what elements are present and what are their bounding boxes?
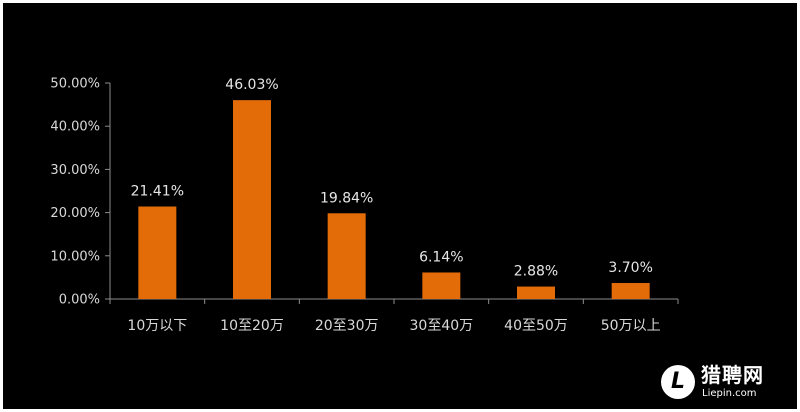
y-tick-label: 40.00%: [50, 120, 100, 135]
bar-value-label: 19.84%: [320, 190, 373, 206]
liepin-watermark: L 猎聘网 Liepin.com: [661, 363, 787, 401]
x-category-label: 50万以上: [601, 318, 661, 334]
y-tick-label: 30.00%: [50, 163, 100, 178]
logo-letter: L: [670, 369, 686, 394]
bar: [517, 286, 555, 299]
x-category-label: 10万以下: [127, 318, 187, 334]
y-tick-label: 50.00%: [50, 77, 100, 92]
y-tick-label: 10.00%: [50, 249, 100, 264]
bar-value-label: 46.03%: [225, 77, 278, 93]
chart-canvas: 0.00% 10.00% 20.00% 30.00% 40.00% 50.00% 21.41…: [3, 3, 797, 409]
liepin-logo-icon: L: [661, 365, 695, 399]
bar: [138, 206, 177, 299]
y-tick-label: 0.00%: [59, 293, 100, 308]
bar-value-label: 2.88%: [514, 264, 558, 280]
bar: [327, 213, 366, 299]
bar: [611, 283, 650, 299]
bar-chart: 0.00% 10.00% 20.00% 30.00% 40.00% 50.00% 21.41…: [50, 77, 679, 334]
x-category-label: 10至20万: [220, 318, 284, 334]
y-tick-label: 20.00%: [50, 206, 100, 221]
bar-value-label: 21.41%: [131, 184, 184, 200]
watermark-brand-name: 猎聘网: [701, 363, 764, 387]
bar: [422, 272, 461, 299]
bar: [233, 100, 271, 300]
bar-value-label: 3.70%: [608, 260, 652, 276]
bar-value-label: 6.14%: [419, 249, 463, 265]
x-category-label: 30至40万: [410, 318, 474, 334]
watermark-domain: Liepin.com: [702, 388, 757, 399]
x-category-label: 20至30万: [315, 318, 379, 334]
x-category-label: 40至50万: [504, 318, 568, 334]
